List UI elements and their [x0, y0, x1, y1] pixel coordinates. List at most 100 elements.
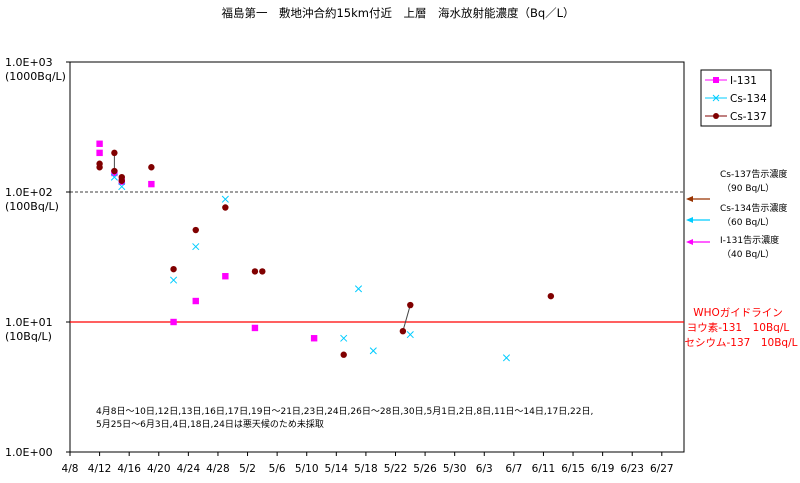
x-tick-label-6: 5/2 — [239, 463, 256, 475]
cs137-point-8 — [192, 226, 199, 234]
x-tick-label-13: 5/30 — [443, 463, 467, 475]
cs134-point-8 — [406, 331, 414, 339]
who-label-line-1: WHOガイドライン — [693, 307, 783, 319]
x-tick-label-19: 6/23 — [620, 463, 644, 475]
limit-label-0-line-1: Cs-137告示濃度 — [720, 168, 787, 180]
legend-marker-cs134-stroke-b — [712, 94, 720, 102]
data-marks — [96, 140, 555, 362]
cs134-point-8-stroke-b — [406, 331, 414, 339]
cs137-point-13 — [399, 327, 407, 335]
limit-arrow-head-0 — [686, 196, 693, 202]
cs134-point-6 — [354, 285, 363, 293]
cs134-point-1 — [118, 183, 126, 191]
x-tick-label-4: 4/24 — [177, 463, 201, 475]
x-tick-label-0: 4/8 — [62, 463, 79, 475]
x-tick-label-17: 6/15 — [561, 463, 585, 475]
plot-frame — [69, 61, 685, 453]
cs134-point-9 — [502, 354, 511, 362]
y-tick-label-3: 1.0E+00 — [5, 446, 53, 459]
cs137-point-2 — [111, 149, 118, 157]
cs137-point-5 — [118, 177, 125, 184]
i131-point-6 — [192, 297, 199, 305]
x-tick-label-18: 6/19 — [591, 463, 615, 475]
limit-label-2-line-2: （40 Bq/L） — [722, 249, 774, 260]
x-tick-label-1: 4/12 — [88, 463, 112, 475]
who-label-line-3: セシウム-137 10Bq/L — [685, 337, 798, 349]
x-tick-label-8: 5/10 — [295, 463, 319, 475]
limit-label-1-line-2: （60 Bq/L） — [722, 217, 774, 228]
x-tick-label-9: 5/14 — [325, 463, 349, 475]
cs134-point-7-stroke-b — [369, 347, 377, 355]
x-tick-label-14: 6/3 — [476, 463, 493, 475]
cs137-connector-1 — [402, 304, 411, 332]
legend-marker-cs137 — [713, 113, 719, 119]
limit-labels: Cs-137告示濃度 （90 Bq/L） Cs-134告示濃度 （60 Bq/L） I-… — [686, 168, 787, 260]
cs134-point-5 — [340, 334, 348, 342]
cs134-point-4-stroke-b — [221, 195, 229, 203]
y-tick-label-0: 1.0E+03 — [5, 56, 53, 69]
y-tick-sublabel-1: (100Bq/L) — [5, 200, 59, 213]
cs134-point-0-stroke-b — [110, 173, 118, 181]
cs134-point-7 — [369, 347, 377, 355]
x-tick-label-16: 6/11 — [532, 463, 556, 475]
i131-point-9 — [310, 335, 318, 342]
cs137-point-12 — [340, 351, 347, 358]
i131-point-1 — [96, 149, 103, 157]
i131-point-7 — [222, 273, 229, 280]
cs137-point-11 — [259, 268, 266, 275]
note-line-2: 5月25日～6月3日,4日,18日,24日は悪天候のため未採取 — [96, 418, 324, 430]
limit-arrow-head-1 — [686, 217, 693, 223]
cs137-point-9 — [222, 204, 229, 211]
cs134-point-3 — [192, 243, 200, 251]
cs137-point-7 — [170, 265, 177, 273]
x-tick-label-10: 5/18 — [354, 463, 378, 475]
i131-point-5 — [170, 318, 177, 326]
legend-label-cs134: Cs-134 — [730, 93, 767, 105]
cs134-point-6-stroke-b — [354, 285, 363, 293]
legend-label-cs137: Cs-137 — [730, 111, 767, 123]
cs137-point-6 — [148, 164, 155, 171]
note-line-1: 4月8日～10日,12日,13日,16日,17日,19日～21日,23日,24日… — [96, 406, 593, 417]
y-tick-label-2: 1.0E+01 — [5, 316, 53, 329]
x-tick-label-11: 5/22 — [384, 463, 408, 475]
legend-marker-cs134 — [712, 94, 720, 102]
note-annotation: 4月8日～10日,12日,13日,16日,17日,19日～21日,23日,24日… — [96, 406, 593, 430]
y-tick-sublabel-0: (1000Bq/L) — [5, 70, 66, 83]
cs134-point-0 — [110, 173, 118, 181]
y-tick-label-1: 1.0E+02 — [5, 186, 53, 199]
limit-arrow-head-2 — [686, 239, 693, 245]
cs137-point-14 — [407, 301, 414, 309]
cs134-point-2 — [170, 276, 178, 284]
cs134-point-1-stroke-b — [118, 183, 126, 191]
i131-point-4 — [148, 180, 155, 188]
cs137-point-1 — [96, 164, 103, 171]
connector-lines — [113, 152, 411, 332]
x-axis: 4/8 4/12 4/16 4/20 4/24 4/28 5/2 5/6 5/10 5/14 5/1… — [62, 452, 674, 475]
reference-lines — [70, 191, 684, 323]
x-tick-label-12: 5/26 — [413, 463, 437, 475]
limit-label-1-line-1: Cs-134告示濃度 — [720, 202, 787, 214]
cs134-point-9-stroke-b — [502, 354, 511, 362]
x-tick-label-5: 4/28 — [206, 463, 230, 475]
x-tick-label-2: 4/16 — [117, 463, 141, 475]
x-tick-label-3: 4/20 — [147, 463, 171, 475]
cs137-point-10 — [251, 268, 259, 275]
cs134-point-3-stroke-b — [192, 243, 200, 251]
who-label-line-2: ヨウ素-131 10Bq/L — [687, 321, 790, 334]
cs134-point-2-stroke-b — [170, 276, 178, 284]
x-tick-label-7: 5/6 — [269, 463, 286, 475]
limit-label-0-line-2: （90 Bq/L） — [722, 183, 774, 194]
legend-label-i131: I-131 — [730, 75, 757, 87]
cs134-point-4 — [221, 195, 229, 203]
limit-label-2-line-1: I-131告示濃度 — [720, 234, 779, 246]
cs137-point-3 — [111, 167, 118, 175]
chart-title: 福島第一 敷地沖合約15km付近 上層 海水放射能濃度（Bq／L） — [221, 6, 574, 20]
who-guideline-label: WHOガイドライン ヨウ素-131 10Bq/L セシウム-137 10Bq/L — [685, 307, 798, 349]
y-axis: 1.0E+03(1000Bq/L) 1.0E+02(100Bq/L) 1.0E+01… — [5, 56, 70, 459]
legend-marker-i131 — [713, 77, 719, 83]
i131-point-8 — [251, 324, 259, 332]
legend: I-131 Cs-134 Cs-137 — [700, 69, 772, 127]
cs137-point-15 — [547, 292, 555, 300]
cs134-point-5-stroke-b — [340, 334, 348, 342]
